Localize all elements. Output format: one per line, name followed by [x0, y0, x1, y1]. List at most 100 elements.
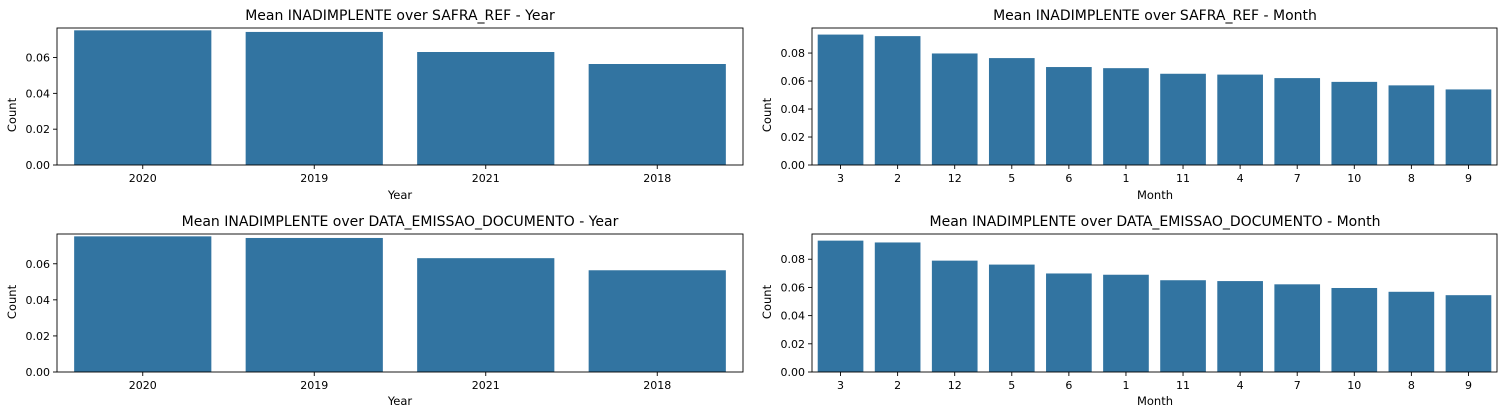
x-tick-label: 2021	[472, 379, 500, 392]
x-tick-label: 11	[1176, 172, 1190, 185]
x-tick-label: 1	[1122, 172, 1129, 185]
y-axis-label: Count	[760, 97, 774, 132]
y-tick-label: 0.04	[26, 294, 51, 307]
x-tick-label: 2021	[472, 172, 500, 185]
bar-2021	[417, 258, 555, 372]
bar-11	[1160, 280, 1206, 372]
x-tick-label: 12	[948, 172, 962, 185]
x-tick-label: 2018	[643, 172, 671, 185]
bar-12	[931, 53, 978, 165]
x-tick-label: 2020	[129, 379, 157, 392]
bar-4	[1217, 281, 1263, 372]
y-tick-label: 0.00	[781, 366, 806, 379]
chart-panel-safra-month: Mean INADIMPLENTE over SAFRA_REF - Month…	[760, 8, 1498, 202]
y-tick-label: 0.06	[26, 52, 51, 65]
x-tick-label: 12	[948, 379, 962, 392]
x-tick-label: 3	[837, 172, 844, 185]
x-tick-label: 2019	[300, 379, 328, 392]
x-tick-label: 2	[894, 379, 901, 392]
bar-2	[874, 36, 921, 166]
bar-2018	[588, 270, 726, 372]
y-tick-label: 0.06	[781, 281, 806, 294]
y-tick-label: 0.06	[26, 258, 51, 271]
bar-4	[1217, 74, 1263, 165]
bar-8	[1388, 291, 1435, 372]
y-tick-label: 0.02	[26, 330, 51, 343]
x-tick-label: 8	[1408, 172, 1415, 185]
chart-panel-emissao-year: Mean INADIMPLENTE over DATA_EMISSAO_DOCU…	[5, 214, 744, 408]
axes-frame	[811, 27, 1498, 166]
x-tick-label: 8	[1408, 379, 1415, 392]
bar-2019	[245, 237, 383, 372]
bar-9	[1445, 295, 1492, 372]
y-tick-label: 0.04	[26, 87, 51, 100]
bar-3	[817, 34, 864, 165]
bar-7	[1274, 78, 1321, 165]
x-tick-label: 2019	[300, 172, 328, 185]
y-tick-label: 0.00	[781, 159, 806, 172]
x-tick-label: 5	[1008, 172, 1015, 185]
x-tick-label: 3	[837, 379, 844, 392]
bar-6	[1046, 273, 1092, 372]
bar-2	[874, 242, 921, 372]
x-tick-label: 6	[1065, 172, 1072, 185]
bar-1	[1103, 68, 1149, 165]
x-tick-label: 7	[1294, 172, 1301, 185]
chart-panel-safra-year: Mean INADIMPLENTE over SAFRA_REF - Year …	[5, 8, 744, 202]
x-tick-label: 4	[1237, 379, 1244, 392]
chart-title: Mean INADIMPLENTE over SAFRA_REF - Year	[245, 8, 555, 24]
x-tick-label: 2	[894, 172, 901, 185]
bar-2020	[74, 236, 212, 372]
x-axis-label: Month	[1137, 394, 1173, 408]
y-tick-label: 0.04	[781, 310, 806, 323]
x-tick-label: 6	[1065, 379, 1072, 392]
bar-10	[1331, 287, 1378, 372]
bar-3	[817, 240, 864, 372]
y-tick-label: 0.02	[26, 123, 51, 136]
x-tick-label: 7	[1294, 379, 1301, 392]
y-tick-label: 0.08	[781, 253, 806, 266]
x-tick-label: 9	[1465, 172, 1472, 185]
chart-title: Mean INADIMPLENTE over DATA_EMISSAO_DOCU…	[930, 214, 1381, 230]
y-axis-label: Count	[5, 97, 19, 132]
chart-title: Mean INADIMPLENTE over SAFRA_REF - Month	[993, 8, 1317, 24]
x-tick-label: 5	[1008, 379, 1015, 392]
bar-2018	[588, 64, 726, 165]
bar-10	[1331, 81, 1378, 165]
bar-2019	[245, 31, 383, 165]
chart-panel-emissao-month: Mean INADIMPLENTE over DATA_EMISSAO_DOCU…	[760, 214, 1498, 408]
bar-5	[988, 58, 1035, 166]
chart-title: Mean INADIMPLENTE over DATA_EMISSAO_DOCU…	[182, 214, 619, 230]
x-tick-label: 11	[1176, 379, 1190, 392]
y-tick-label: 0.00	[26, 366, 51, 379]
x-tick-label: 10	[1347, 379, 1361, 392]
x-tick-label: 9	[1465, 379, 1472, 392]
bar-11	[1160, 73, 1206, 165]
bar-8	[1388, 85, 1435, 165]
axes-frame	[811, 233, 1498, 373]
y-tick-label: 0.06	[781, 75, 806, 88]
bar-5	[988, 264, 1035, 372]
x-tick-label: 10	[1347, 172, 1361, 185]
x-tick-label: 1	[1122, 379, 1129, 392]
x-axis-label: Month	[1137, 188, 1173, 202]
y-tick-label: 0.08	[781, 47, 806, 60]
bar-12	[931, 260, 978, 372]
y-tick-label: 0.02	[781, 338, 806, 351]
y-axis-label: Count	[5, 284, 19, 319]
y-tick-label: 0.02	[781, 131, 806, 144]
x-tick-label: 2018	[643, 379, 671, 392]
y-axis-label: Count	[760, 284, 774, 319]
axes-frame	[56, 27, 744, 166]
bar-2021	[417, 52, 555, 165]
bar-2020	[74, 30, 212, 165]
x-axis-label: Year	[387, 188, 413, 202]
x-axis-label: Year	[387, 394, 413, 408]
bar-1	[1103, 274, 1149, 372]
x-tick-label: 4	[1237, 172, 1244, 185]
y-tick-label: 0.00	[26, 159, 51, 172]
axes-frame	[56, 233, 744, 373]
bar-6	[1046, 67, 1092, 165]
y-tick-label: 0.04	[781, 103, 806, 116]
